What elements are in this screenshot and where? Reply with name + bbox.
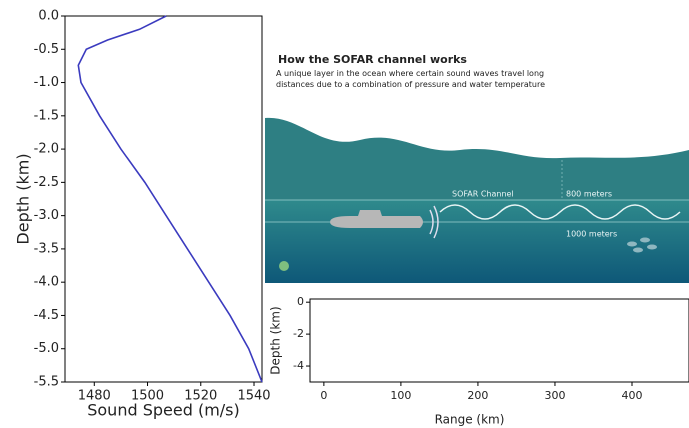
depth-label: 1000 meters — [566, 230, 617, 239]
y-tick-label: -1.0 — [34, 75, 59, 90]
y-tick-label: -3.0 — [34, 208, 59, 223]
y-tick-label: -2.0 — [34, 142, 59, 157]
x-axis-label: Range (km) — [435, 413, 505, 427]
y-tick-label: -1.5 — [34, 108, 59, 123]
y-tick-label: -4 — [293, 359, 304, 372]
y-tick-label: -3.5 — [34, 241, 59, 256]
x-tick-label: 0 — [320, 389, 327, 402]
y-tick-label: -2 — [293, 327, 304, 340]
channel-label: SOFAR Channel — [452, 190, 514, 199]
x-axis-label: Sound Speed (m/s) — [87, 401, 240, 420]
illustration-title: How the SOFAR channel works — [278, 53, 467, 66]
x-tick-label: 400 — [621, 389, 642, 402]
x-tick-label: 200 — [467, 389, 488, 402]
deep-ocean — [265, 200, 689, 283]
y-tick-label: -4.5 — [34, 308, 59, 323]
data-line — [78, 16, 262, 382]
plot-frame — [65, 16, 262, 382]
x-tick-label: 100 — [390, 389, 411, 402]
chart: 0 -2 -4 0 100 200 300 400 Range (km) Depth (km) — [269, 295, 689, 426]
illustration-subtitle: A unique layer in the ocean where certai… — [276, 68, 576, 90]
y-tick-label: -5.0 — [34, 341, 59, 356]
y-tick-label: -0.5 — [34, 42, 59, 57]
y-tick-label: 0.0 — [38, 9, 59, 24]
y-axis-label: Depth (km) — [14, 153, 33, 244]
x-tick-label: 300 — [544, 389, 565, 402]
page: How the SOFAR channel works A unique lay… — [0, 0, 689, 428]
y-tick-label: 0 — [297, 295, 304, 308]
y-tick-label: -2.5 — [34, 175, 59, 190]
octopus — [279, 261, 289, 271]
depth-label: 800 meters — [566, 190, 612, 199]
y-tick-label: -4.0 — [34, 275, 59, 290]
illustration: How the SOFAR channel works A unique lay… — [265, 47, 689, 283]
chart: 0.0 -0.5 -1.0 -1.5 -2.0 -2.5 -3.0 -3.5 -4.0 -4.5 -… — [14, 9, 271, 420]
y-axis-label: Depth (km) — [269, 306, 283, 374]
plot-frame — [310, 299, 689, 382]
illustration-subtitle-box: A unique layer in the ocean where certai… — [276, 68, 576, 98]
x-tick-label: 1540 — [237, 389, 270, 404]
y-tick-label: -5.5 — [34, 375, 59, 390]
